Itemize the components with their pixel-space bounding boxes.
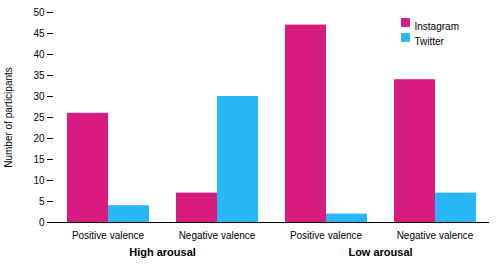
svg-text:15: 15 [33, 154, 45, 165]
svg-text:30: 30 [33, 91, 45, 102]
svg-text:0: 0 [39, 217, 45, 228]
svg-text:5: 5 [39, 196, 45, 207]
svg-text:50: 50 [33, 7, 45, 18]
svg-text:Low arousal: Low arousal [348, 246, 412, 258]
svg-text:35: 35 [33, 70, 45, 81]
svg-text:40: 40 [33, 49, 45, 60]
svg-text:Positive valence: Positive valence [72, 230, 145, 241]
svg-text:45: 45 [33, 28, 45, 39]
svg-text:Twitter: Twitter [415, 36, 445, 47]
svg-text:25: 25 [33, 112, 45, 123]
svg-text:High arousal: High arousal [129, 246, 196, 258]
svg-text:Number of participants: Number of participants [3, 67, 14, 168]
svg-text:Positive valence: Positive valence [290, 230, 363, 241]
svg-text:20: 20 [33, 133, 45, 144]
svg-text:Instagram: Instagram [415, 21, 459, 32]
svg-text:Negative valence: Negative valence [179, 230, 256, 241]
svg-text:10: 10 [33, 175, 45, 186]
svg-text:Negative valence: Negative valence [397, 230, 474, 241]
